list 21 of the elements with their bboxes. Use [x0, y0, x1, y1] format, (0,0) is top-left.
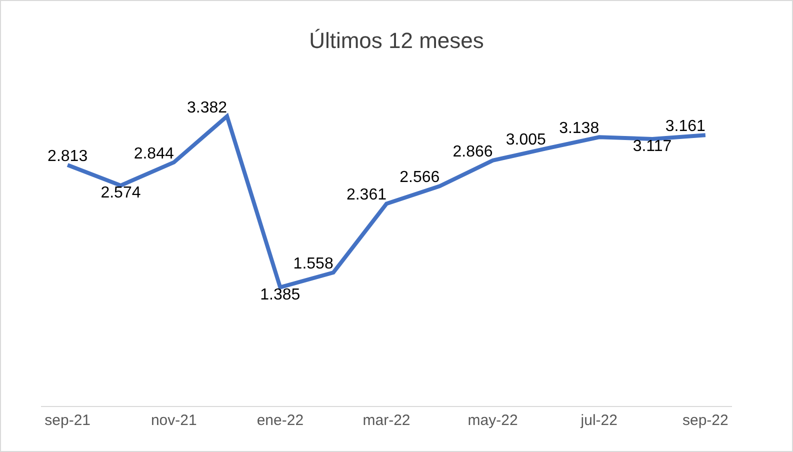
data-label: 3.005 — [506, 132, 546, 149]
data-label: 1.558 — [293, 256, 334, 273]
data-label: 2.566 — [400, 169, 440, 186]
x-tick-label: may-22 — [468, 412, 518, 429]
x-tick-label: jul-22 — [580, 412, 618, 429]
data-label: 1.385 — [260, 286, 300, 304]
data-label: 3.161 — [665, 118, 706, 136]
x-tick-label: mar-22 — [362, 412, 410, 429]
data-label: 3.138 — [559, 120, 600, 138]
data-label: 2.574 — [100, 184, 141, 202]
x-tick-label: sep-21 — [44, 412, 91, 429]
x-tick-label: ene-22 — [256, 412, 304, 429]
data-label: 2.361 — [346, 186, 387, 204]
data-label: 3.382 — [186, 99, 228, 116]
data-label: 3.117 — [632, 138, 672, 155]
chart-title: Últimos 12 meses — [309, 28, 484, 53]
x-tick-label: nov-21 — [150, 412, 197, 429]
data-label: 2.866 — [452, 143, 493, 160]
x-tick-label: sep-22 — [682, 412, 728, 429]
data-label: 2.844 — [134, 145, 174, 162]
data-label: 2.813 — [48, 148, 88, 165]
